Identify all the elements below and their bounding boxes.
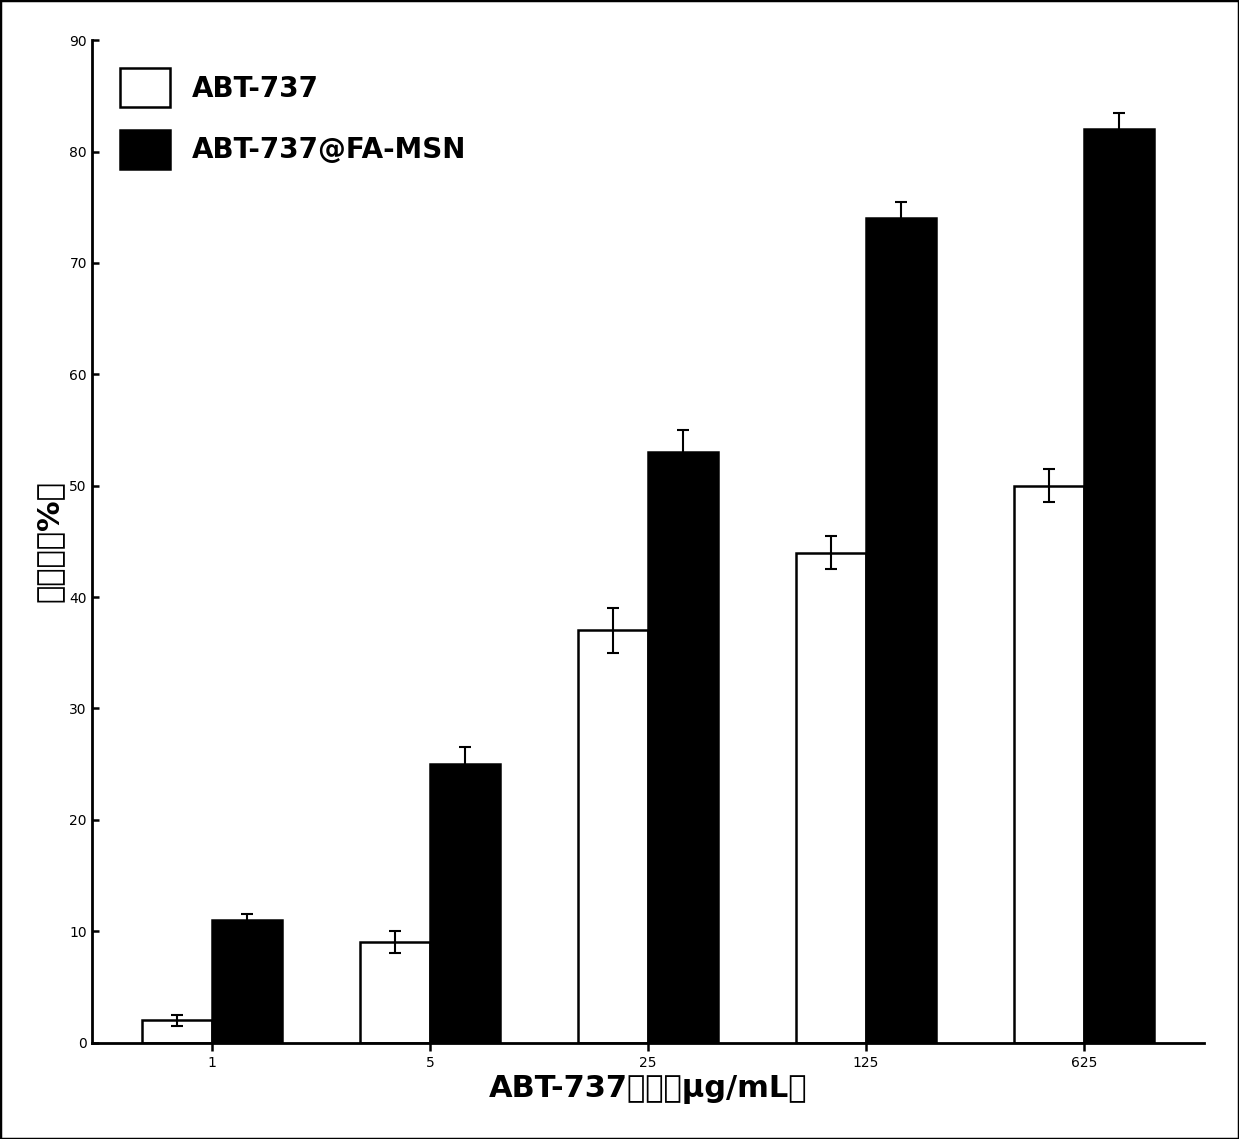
Bar xyxy=(648,452,717,1042)
Bar xyxy=(430,764,499,1042)
Bar xyxy=(1015,485,1084,1042)
Bar xyxy=(866,219,935,1042)
Bar xyxy=(361,942,430,1042)
Bar xyxy=(579,631,648,1042)
Legend: ABT-737, ABT-737@FA-MSN: ABT-737, ABT-737@FA-MSN xyxy=(105,55,479,182)
Bar xyxy=(797,552,866,1042)
Bar xyxy=(212,920,281,1042)
Y-axis label: 抑癌率（%）: 抑癌率（%） xyxy=(35,481,63,603)
Bar xyxy=(1084,130,1154,1042)
X-axis label: ABT-737浓度（μg/mL）: ABT-737浓度（μg/mL） xyxy=(488,1075,808,1105)
Bar xyxy=(142,1021,212,1042)
